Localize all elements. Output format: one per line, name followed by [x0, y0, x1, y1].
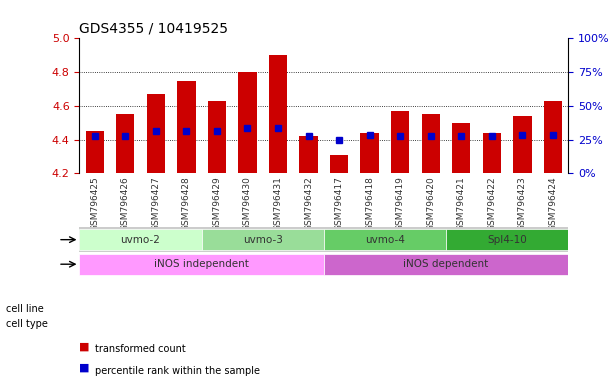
Bar	[269, 55, 287, 174]
Text: cell type: cell type	[6, 319, 48, 329]
Text: GSM796430: GSM796430	[243, 176, 252, 231]
Bar	[79, 254, 324, 275]
Text: GSM796425: GSM796425	[90, 176, 99, 231]
Text: iNOS independent: iNOS independent	[154, 259, 249, 269]
Bar	[299, 136, 318, 174]
Bar	[147, 94, 165, 174]
Text: GSM796421: GSM796421	[457, 176, 466, 231]
Text: GDS4355 / 10419525: GDS4355 / 10419525	[79, 22, 229, 36]
Bar	[177, 81, 196, 174]
Bar	[452, 123, 470, 174]
Bar	[422, 114, 440, 174]
Text: ■: ■	[79, 341, 90, 351]
Bar	[360, 133, 379, 174]
Text: GSM796429: GSM796429	[213, 176, 221, 231]
Bar	[483, 133, 501, 174]
Text: transformed count: transformed count	[95, 344, 186, 354]
Bar	[544, 101, 562, 174]
Bar	[202, 229, 324, 250]
Bar	[330, 155, 348, 174]
Text: GSM796422: GSM796422	[488, 176, 496, 231]
Bar	[208, 101, 226, 174]
Bar	[238, 72, 257, 174]
Text: GSM796423: GSM796423	[518, 176, 527, 231]
Text: uvmo-2: uvmo-2	[120, 235, 161, 245]
Text: cell line: cell line	[6, 304, 44, 314]
Text: Spl4-10: Spl4-10	[487, 235, 527, 245]
Text: uvmo-3: uvmo-3	[243, 235, 283, 245]
Text: GSM796418: GSM796418	[365, 176, 374, 231]
Bar	[116, 114, 134, 174]
Text: GSM796419: GSM796419	[396, 176, 404, 231]
Bar	[86, 131, 104, 174]
Text: GSM796428: GSM796428	[182, 176, 191, 231]
Bar	[391, 111, 409, 174]
Text: GSM796427: GSM796427	[152, 176, 160, 231]
Bar	[513, 116, 532, 174]
Text: percentile rank within the sample: percentile rank within the sample	[95, 366, 260, 376]
Bar	[324, 254, 568, 275]
Text: GSM796431: GSM796431	[274, 176, 282, 231]
Text: uvmo-4: uvmo-4	[365, 235, 405, 245]
Text: GSM796426: GSM796426	[121, 176, 130, 231]
Text: iNOS dependent: iNOS dependent	[403, 259, 489, 269]
Bar	[446, 229, 568, 250]
Text: ■: ■	[79, 362, 90, 372]
Bar	[324, 229, 446, 250]
Bar	[79, 229, 202, 250]
Text: GSM796432: GSM796432	[304, 176, 313, 231]
Text: GSM796424: GSM796424	[549, 176, 557, 231]
Text: GSM796420: GSM796420	[426, 176, 435, 231]
Text: GSM796417: GSM796417	[335, 176, 343, 231]
